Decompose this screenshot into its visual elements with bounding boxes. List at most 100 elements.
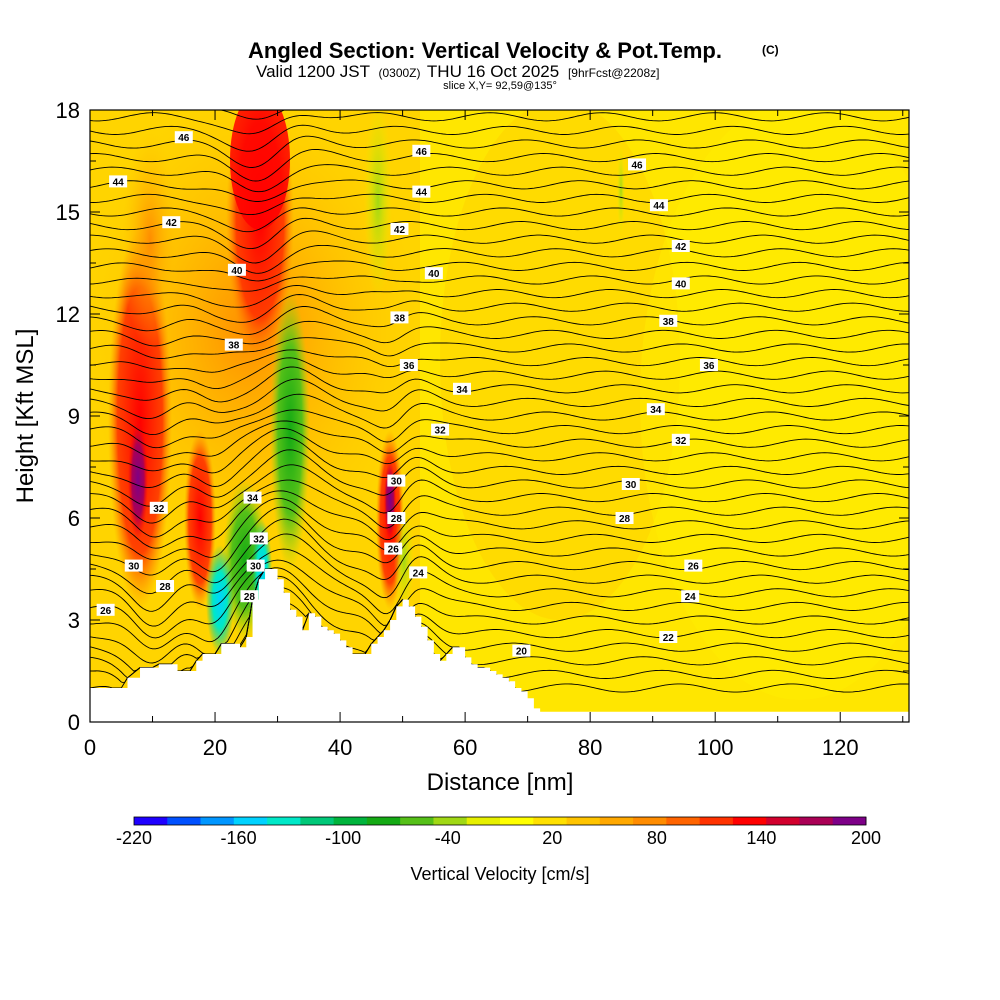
contour-label-bg [424,267,443,280]
contour-label: 32 [149,501,168,515]
y-tick-label: 12 [56,302,80,327]
contour-label-text: 32 [675,436,687,447]
contour-label: 32 [431,423,450,437]
x-tick-label: 100 [697,735,734,760]
colorbar-swatch [500,817,534,825]
contour-label-bg [149,501,168,514]
contour-label-text: 44 [416,188,428,199]
colorbar-swatch [666,817,701,825]
y-tick-label: 9 [68,404,80,429]
isentrope-line [90,464,909,524]
contour-label: 38 [224,338,243,352]
isentrope-line [90,533,909,612]
contour-labels: 46 46 46 44 44 44 42 42 42 40 40 40 38 38 38 36 36 34 34 34… [96,131,718,658]
contour-label-text: 28 [619,514,631,525]
colorbar-tick-label: -160 [221,828,257,848]
y-tick-label: 6 [68,506,80,531]
colorbar-swatch [633,817,667,825]
contour-label-text: 40 [231,266,243,277]
colorbar-tick-label: -100 [325,828,361,848]
y-tick-label: 3 [68,608,80,633]
velocity-field [90,110,909,722]
downdraft-thin [617,145,625,235]
contour-label: 38 [659,314,678,328]
contour-label: 42 [390,223,409,236]
contour-label: 30 [387,474,406,488]
valid-utc: (0300Z) [378,66,420,80]
contour-label: 24 [409,566,428,579]
contour-label: 30 [246,559,265,573]
contour-label-bg [384,542,403,555]
contour-label-text: 36 [703,361,715,372]
contour-label-text: 40 [675,279,687,290]
contour-label-text: 46 [416,147,428,158]
contour-label-bg [224,338,243,351]
forecast-info: [9hrFcst@2208z] [568,66,660,80]
contour-label: 28 [387,512,406,525]
colorbar-tick-label: 80 [647,828,667,848]
contour-label: 24 [681,590,700,603]
isentrope-line [90,260,909,282]
title-suffix: (C) [762,43,779,57]
contour-label-bg [227,263,246,276]
contour-label-text: 28 [391,514,403,525]
main-title: Angled Section: Vertical Velocity & Pot.… [248,38,722,63]
contour-label-text: 38 [663,317,675,328]
contour-label-text: 30 [250,562,262,573]
contour-label-bg [387,512,406,524]
isentrope-line [90,306,909,336]
contour-label-bg [390,223,409,235]
terrain-mask [90,569,909,722]
field-east-yellow [640,110,909,700]
contour-label-text: 20 [516,647,528,658]
x-axis: 0 20 40 60 80 100 120 [84,110,904,760]
contour-label: 40 [671,277,690,290]
isentrope-line [90,506,909,576]
colorbar-swatch [832,817,867,825]
isentropes [90,110,909,693]
x-tick-label: 40 [328,735,352,760]
contour-label-text: 46 [178,133,190,144]
slice-info: slice X,Y= 92,59@135° [443,80,557,92]
contour-label-text: 34 [650,405,662,416]
colorbar-swatch [167,817,202,825]
colorbar-swatch [200,817,235,825]
y-tick-label: 18 [56,98,80,123]
isentrope-line [90,559,909,639]
contour-label: 34 [646,403,665,416]
contour-label-bg [249,532,268,545]
isentrope-line [90,179,909,202]
isentrope-line [90,230,909,264]
contour-label-bg [240,590,259,603]
isentrope-line [90,449,909,507]
contour-label: 20 [512,644,531,658]
isentrope-line [90,409,909,449]
contour-label-text: 32 [153,504,165,515]
contour-label: 46 [174,131,193,144]
contour-label: 30 [621,478,640,491]
contour-label-text: 26 [100,606,112,617]
contour-label-text: 38 [394,313,406,324]
contour-label: 40 [424,267,443,280]
contour-label: 32 [249,532,268,545]
contour-label-bg [659,314,678,327]
contour-label-text: 38 [228,341,240,352]
contour-label-bg [96,603,115,616]
y-tick-label: 15 [56,200,80,225]
isentrope-line [90,207,909,233]
colorbar-swatch [599,817,634,825]
isentrope-line [90,567,909,650]
contour-label: 30 [124,559,143,573]
colorbar-swatch [433,817,468,825]
contour-label-bg [399,359,418,371]
contour-label-text: 44 [653,201,665,212]
colorbar-frame [133,816,867,826]
contour-label-text: 44 [113,177,125,188]
isentrope-line [90,428,909,474]
colorbar-tick-label: 200 [851,828,881,848]
contour-label-text: 36 [403,361,415,372]
updraft-upper-top [230,110,290,230]
isentrope-line [90,437,909,488]
colorbar-tick-label: -220 [116,828,152,848]
isentrope-line [218,110,286,120]
